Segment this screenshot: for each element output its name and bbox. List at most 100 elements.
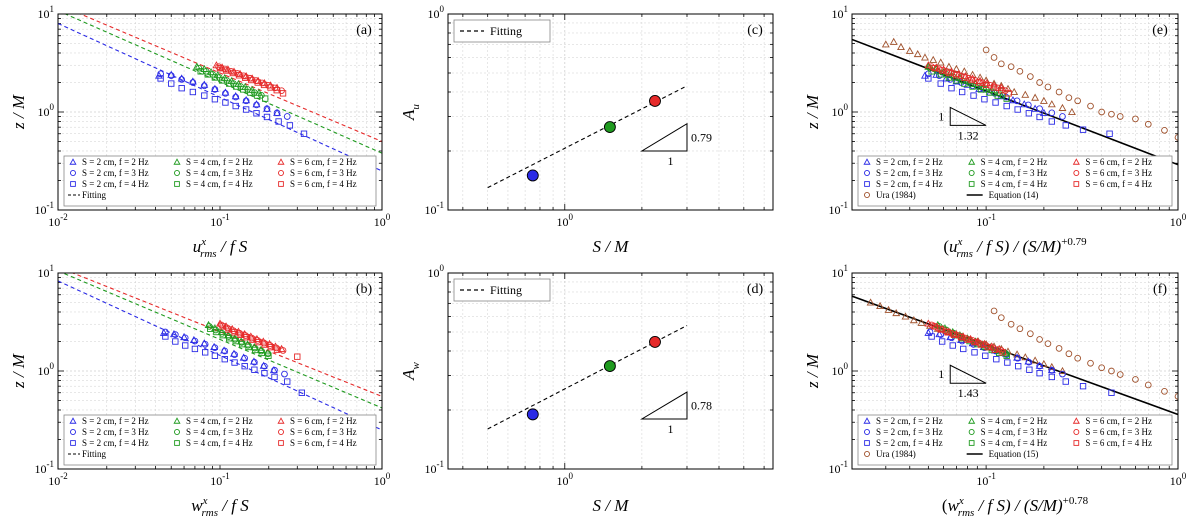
data-point-red-square xyxy=(931,65,938,72)
data-point-blue-square xyxy=(251,366,258,373)
data-point-blue-circle xyxy=(242,97,250,105)
data-point-blue-triangle xyxy=(1039,108,1048,116)
legend-label: S = 6 cm, f = 4 Hz xyxy=(290,179,357,189)
data-point-red-circle xyxy=(957,72,965,80)
legend-marker-blue-triangle xyxy=(69,417,77,424)
data-point-red-circle xyxy=(215,63,222,71)
data-point-brown-triangle xyxy=(1039,359,1048,367)
legend-marker-red-square xyxy=(278,440,284,446)
data-point-green-square xyxy=(204,71,211,78)
y-tick-label: 100 xyxy=(428,263,445,280)
data-point-brown-circle xyxy=(1065,94,1073,102)
data-point-brown-triangle xyxy=(1021,90,1030,98)
data-point-brown-circle xyxy=(1027,73,1034,80)
data-point-blue-bigcircle xyxy=(526,169,539,182)
data-point-blue-square xyxy=(222,99,229,106)
legend-label: S = 2 cm, f = 4 Hz xyxy=(876,438,943,448)
slope-label-vertical: 0.79 xyxy=(691,130,712,144)
legend-label: Ura (1984) xyxy=(876,190,916,200)
data-point-red-circle xyxy=(994,84,1002,92)
series-brown-circle xyxy=(990,307,1178,400)
series-red-circle xyxy=(218,321,287,354)
data-point-blue-circle xyxy=(232,93,240,101)
y-tick-label: 10-1 xyxy=(35,200,55,217)
legend-marker-green-square xyxy=(174,440,180,446)
data-point-red-square xyxy=(938,67,946,74)
data-point-red-circle xyxy=(240,72,248,80)
data-point-brown-triangle xyxy=(1031,93,1040,101)
data-point-brown-circle xyxy=(1116,113,1124,120)
data-point-blue-triangle xyxy=(1024,357,1033,365)
data-point-red-square xyxy=(248,76,255,84)
legend-box xyxy=(857,414,1173,466)
series-blue-circle xyxy=(157,70,291,120)
y-tick-label: 100 xyxy=(832,361,849,378)
x-axis-label: wx rms / f S xyxy=(191,495,249,519)
legend-label: S = 4 cm, f = 3 Hz xyxy=(186,168,253,178)
data-point-red-circle xyxy=(258,79,266,87)
data-point-blue-square xyxy=(981,96,988,103)
fitting-line-blue xyxy=(58,22,382,172)
data-point-blue-circle xyxy=(1048,366,1056,374)
legend: S = 2 cm, f = 2 Hz S = 4 cm, f = 2 Hz S = … xyxy=(857,414,1173,466)
series-red-bigcircle xyxy=(649,335,661,348)
legend-box xyxy=(453,19,551,43)
legend: Fitting xyxy=(453,19,551,43)
chart-panel-e: 1 1.32 10-1 100 10-1 100 101 (e) (ux rms / f S) /… xyxy=(803,4,1187,260)
chart-panel-f: 1 1.43 10-1 100 10-1 100 101 (f) (wx rms / f S) /… xyxy=(803,263,1187,519)
panel-label: (d) xyxy=(747,282,764,297)
data-point-red-triangle xyxy=(254,76,263,84)
data-point-blue-square xyxy=(253,110,260,117)
data-point-brown-triangle xyxy=(982,76,991,84)
data-point-green-square xyxy=(994,92,1001,99)
data-point-blue-triangle xyxy=(259,361,268,369)
legend-marker-blue-square xyxy=(70,181,76,187)
legend-marker-green-triangle xyxy=(968,158,976,165)
data-point-green-square xyxy=(245,343,252,351)
data-point-blue-triangle xyxy=(1013,353,1022,361)
legend-label: Equation (14) xyxy=(989,190,1039,200)
data-point-red-square xyxy=(249,336,256,343)
data-point-blue-square xyxy=(157,75,164,82)
data-point-brown-circle xyxy=(1132,376,1139,383)
series-green-square xyxy=(207,325,272,359)
x-tick-label: 100 xyxy=(374,212,391,229)
data-point-green-triangle xyxy=(192,62,201,70)
data-point-blue-square xyxy=(221,356,228,363)
series-blue-square xyxy=(928,333,1115,396)
data-point-blue-circle xyxy=(222,90,229,97)
data-point-blue-square xyxy=(1036,113,1043,121)
data-point-red-square xyxy=(260,81,268,89)
slope-label-vertical: 1 xyxy=(938,367,944,381)
legend-label: S = 6 cm, f = 2 Hz xyxy=(1085,157,1152,167)
data-point-blue-triangle xyxy=(242,96,251,104)
data-point-brown-triangle xyxy=(1021,353,1030,361)
data-point-blue-square xyxy=(162,333,169,340)
data-point-brown-circle xyxy=(1087,102,1094,110)
data-point-red-square xyxy=(235,72,243,79)
y-tick-label: 10-1 xyxy=(829,200,849,217)
data-point-red-square xyxy=(243,334,250,341)
data-point-blue-square xyxy=(168,80,175,87)
data-point-blue-circle xyxy=(189,79,197,86)
data-point-blue-square xyxy=(189,88,197,96)
data-point-blue-circle xyxy=(231,351,238,358)
legend-marker-green-circle xyxy=(174,429,180,435)
data-point-blue-circle xyxy=(1048,109,1056,117)
y-tick-label: 100 xyxy=(832,102,849,119)
data-point-green-square xyxy=(977,86,985,93)
data-point-brown-triangle xyxy=(866,298,875,306)
data-point-red-square xyxy=(1005,90,1012,97)
data-layer xyxy=(58,273,382,431)
fitting-line-green xyxy=(64,14,382,154)
data-point-brown-triangle xyxy=(917,318,926,326)
data-point-red-square xyxy=(261,341,268,348)
legend-label: S = 6 cm, f = 3 Hz xyxy=(1085,427,1152,437)
data-point-red-circle xyxy=(234,70,241,77)
data-point-red-bigcircle xyxy=(649,335,661,348)
series-red-square xyxy=(931,65,1012,97)
data-point-blue-square xyxy=(1014,106,1021,113)
data-point-blue-square xyxy=(992,99,999,106)
legend-marker-blue-circle xyxy=(70,170,76,176)
legend-marker-blue-triangle xyxy=(863,158,871,165)
